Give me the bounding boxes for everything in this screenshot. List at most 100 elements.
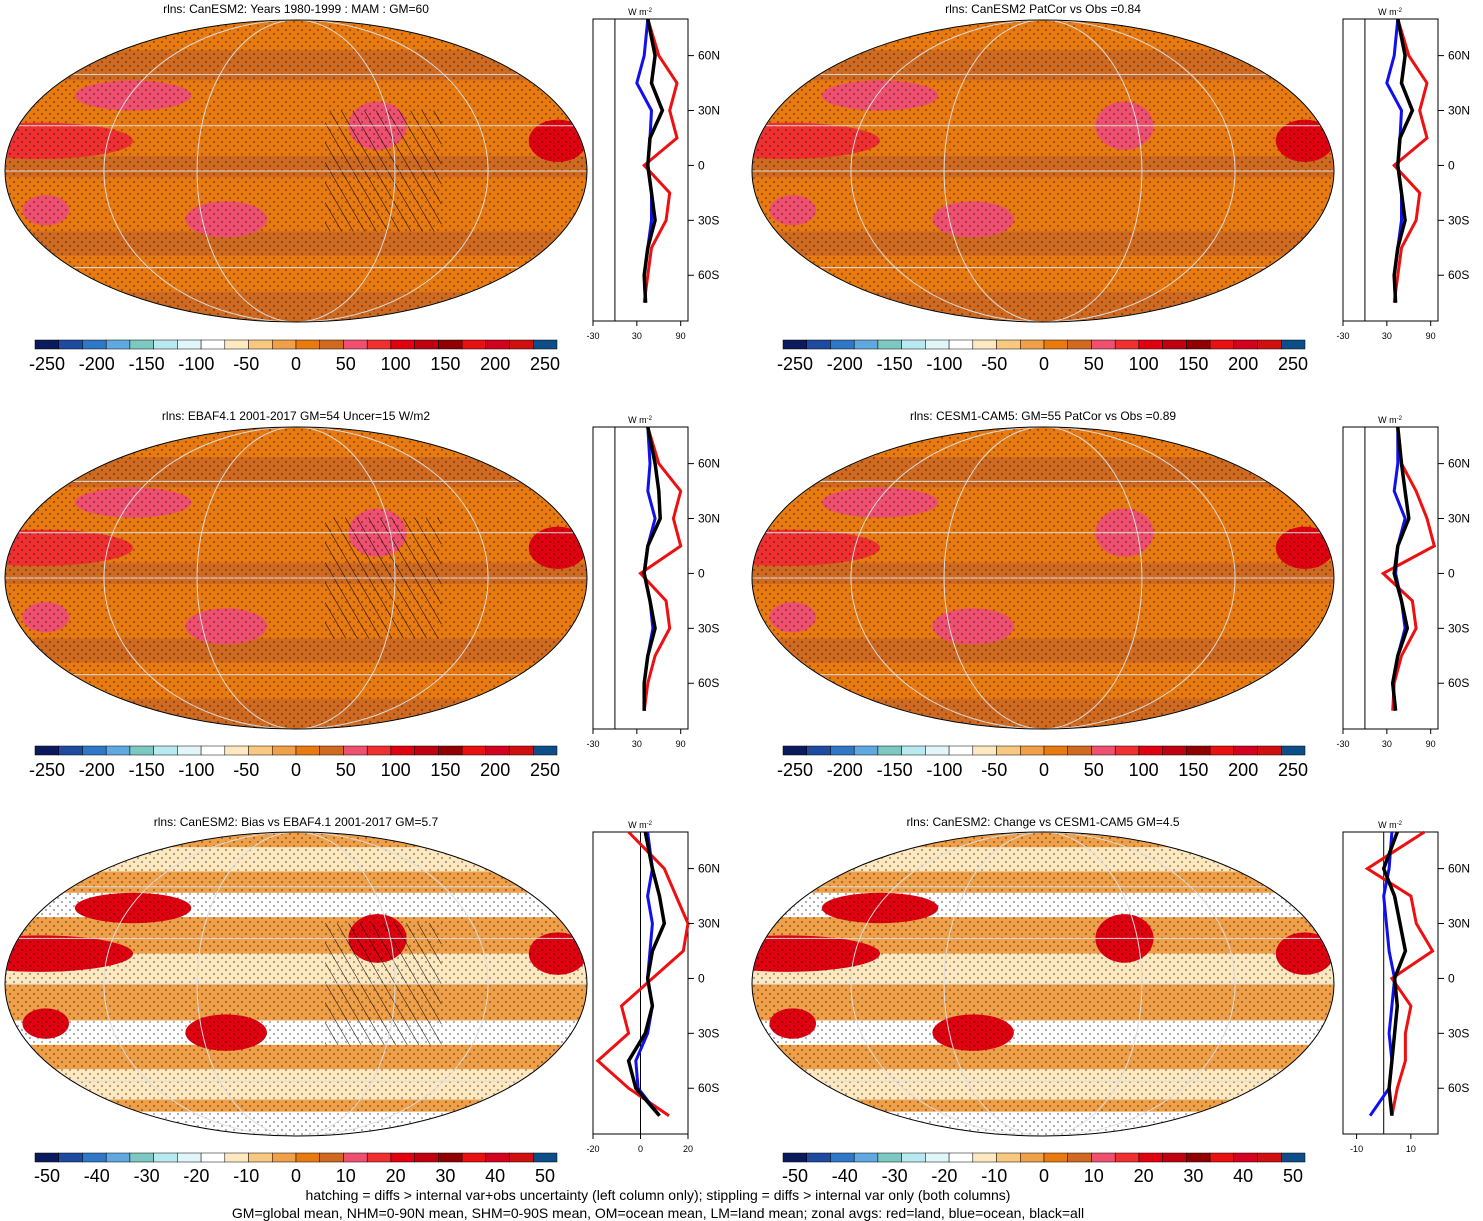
colorbar-swatch [366,339,392,350]
colorbar-tick-label: 10 [336,1166,356,1186]
zonal-mean-plot: 60N 30N 0 30S 60S -10 10 W m-2 [1342,820,1470,1154]
colorbar-swatch [806,339,831,350]
colorbar-tick-label: 250 [1278,354,1308,374]
colorbar-tick-label: 150 [430,354,460,374]
colorbar-tick-label: 50 [336,354,356,374]
colorbar-tick-label: 40 [1233,1166,1253,1186]
colorbar-tick-label: 100 [1129,354,1159,374]
colorbar-swatch [1067,339,1092,350]
colorbar-tick-label: -100 [178,760,214,780]
colorbar-swatch [461,1152,487,1163]
colorbar-swatch [1186,745,1211,756]
colorbar-tick-label: -10 [233,1166,259,1186]
lat-label: 60S [1448,268,1469,282]
footnote-line-2: GM=global mean, NHM=0-90N mean, SHM=0-90… [231,1205,1085,1221]
colorbar-swatch [34,1152,59,1163]
colorbar-tick-label: -250 [777,760,813,780]
colorbar-tick-label: 0 [1039,760,1049,780]
colorbar-tick-label: 0 [1039,354,1049,374]
zonal-unit-label: W m-2 [1378,7,1402,17]
colorbar-swatch [343,745,368,756]
colorbar-tick-label: -30 [882,1166,908,1186]
colorbar-swatch [1043,745,1068,756]
lat-label: 30N [698,917,720,931]
colorbar-swatch [1162,1152,1187,1163]
lat-label: 0 [698,566,705,580]
lat-label: 60N [1448,862,1470,876]
colorbar-tick-label: 250 [1278,760,1308,780]
colorbar-swatch [58,745,83,756]
colorbar-tick-label: 30 [1183,1166,1203,1186]
map-border [751,831,1335,1137]
colorbar-swatch [1186,1152,1211,1163]
panel-6: rlns: CanESM2: Change vs CESM1-CAM5 GM=4… [751,815,1470,1186]
colorbar-swatch [485,745,510,756]
colorbar-swatch [390,1152,415,1163]
zonal-x-tick-label: 90 [1426,739,1436,749]
colorbar-tick-label: -40 [84,1166,110,1186]
colorbar-swatch [1043,339,1068,350]
meridian-line [196,20,396,322]
colorbar-swatch [830,1152,855,1163]
colorbar-swatch [948,1152,974,1163]
zonal-unit-label: W m-2 [628,7,652,17]
colorbar-swatch [877,339,902,350]
colorbar-tick-label: -150 [877,354,913,374]
lat-label: 60S [698,268,719,282]
zonal-land-line [1392,18,1429,303]
map [751,426,1335,730]
colorbar-swatch [224,745,249,756]
colorbar-tick-label: -200 [79,354,115,374]
lat-label: 60S [698,1081,719,1095]
colorbar-swatch [1020,1152,1045,1163]
lat-label: 60S [698,676,719,690]
zonal-x-tick-label: -10 [1350,1144,1363,1154]
colorbar-swatch [1209,1152,1235,1163]
zonal-unit-exponent: -2 [1397,416,1403,422]
colorbar-swatch [1233,1152,1258,1163]
lat-label: 30N [1448,917,1470,931]
colorbar-swatch [177,1152,202,1163]
colorbar-swatch [461,745,487,756]
colorbar-swatch [509,1152,534,1163]
colorbar-tick-label: 30 [435,1166,455,1186]
colorbar-swatch [1233,339,1258,350]
colorbar-tick-label: 0 [291,1166,301,1186]
zonal-unit-exponent: -2 [1397,821,1403,827]
colorbar-tick-label: 50 [1084,760,1104,780]
colorbar-swatch [806,745,831,756]
colorbar-tick-label: 100 [381,760,411,780]
colorbar-tick-label: 50 [535,1166,555,1186]
zonal-x-tick-label: 30 [1382,331,1392,341]
colorbar-swatch [853,1152,879,1163]
colorbar-tick-label: -20 [183,1166,209,1186]
colorbar-swatch [996,1152,1021,1163]
colorbar-swatch [1257,339,1282,350]
lat-label: 30N [1448,104,1470,118]
zonal-all-line [642,426,662,711]
colorbar-tick-label: -20 [931,1166,957,1186]
colorbar-tick-label: -50 [981,760,1007,780]
colorbar-swatch [1020,745,1045,756]
panel-title: rlns: CanESM2: Years 1980-1999 : MAM : G… [163,2,429,16]
zonal-x-tick-label: -30 [1336,739,1349,749]
colorbar-swatch [200,339,226,350]
meridian-line [850,427,1236,729]
map-border [4,831,588,1137]
colorbar-swatch [1281,1152,1306,1163]
colorbar-swatch [319,339,344,350]
colorbar-swatch [366,745,392,756]
zonal-unit-label: W m-2 [628,820,652,830]
colorbar-tick-label: -200 [827,354,863,374]
colorbar-swatch [1281,745,1306,756]
map-border [4,19,588,323]
zonal-unit-exponent: -2 [647,821,653,827]
zonal-frame [1342,18,1439,322]
colorbar-swatch [272,339,297,350]
colorbar-swatch [972,1152,997,1163]
colorbar-tick-label: 0 [291,760,301,780]
colorbar-swatch [1067,1152,1092,1163]
colorbar-tick-label: -250 [29,354,65,374]
meridian-line [850,20,1236,322]
colorbar-tick-label: -30 [134,1166,160,1186]
